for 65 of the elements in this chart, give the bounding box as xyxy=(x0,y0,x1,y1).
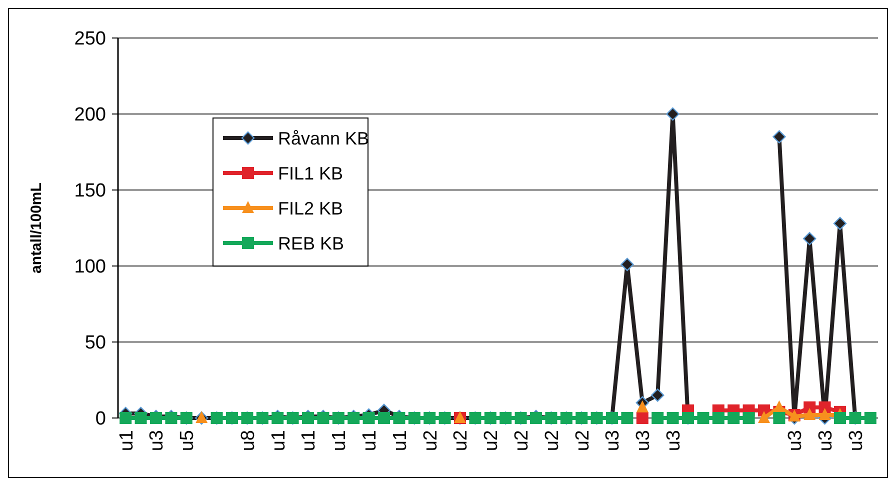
x-tick-label: u2 xyxy=(542,430,563,452)
point xyxy=(134,412,147,424)
x-tick-label: u2 xyxy=(420,430,442,452)
x-tick-label: u2 xyxy=(572,430,594,452)
point xyxy=(804,408,816,420)
legend-label: REB KB xyxy=(278,233,344,254)
y-tick-label: 0 xyxy=(95,408,106,430)
x-tick-label: u2 xyxy=(481,430,502,452)
x-tick-label: u1 xyxy=(329,430,350,452)
point xyxy=(362,412,375,424)
point xyxy=(150,412,162,424)
point xyxy=(833,216,847,230)
point xyxy=(636,412,648,424)
point xyxy=(636,400,648,412)
x-tick-label: u3 xyxy=(663,430,684,452)
point xyxy=(712,412,724,424)
x-tick-label: u1 xyxy=(298,430,320,452)
x-tick-label: u3 xyxy=(146,430,168,452)
point xyxy=(742,412,755,424)
y-tick-label: 200 xyxy=(74,104,106,126)
point xyxy=(317,412,330,424)
point xyxy=(728,412,740,424)
x-tick-label: u8 xyxy=(238,430,259,452)
point xyxy=(834,412,846,424)
point xyxy=(666,412,679,424)
point xyxy=(772,130,786,144)
x-tick-label: u3 xyxy=(602,430,624,452)
y-tick-label: 50 xyxy=(84,332,106,354)
point xyxy=(666,107,680,121)
x-tick-label: u3 xyxy=(633,430,654,452)
point xyxy=(651,388,664,402)
point xyxy=(378,412,390,424)
point xyxy=(165,412,178,424)
point xyxy=(272,412,284,424)
legend-label: Råvann KB xyxy=(278,128,370,148)
y-tick-label: 250 xyxy=(74,28,106,50)
point xyxy=(620,258,634,272)
x-tick-label: u1 xyxy=(359,430,380,452)
y-tick-label: 150 xyxy=(74,180,106,202)
point xyxy=(393,412,406,424)
point xyxy=(530,412,542,424)
x-tick-label: u3 xyxy=(846,430,867,452)
x-tick-label: u3 xyxy=(815,430,836,452)
point xyxy=(621,412,634,424)
x-tick-label: u1 xyxy=(268,430,290,452)
point xyxy=(348,412,360,424)
y-axis-title: antall/100mL xyxy=(28,182,45,274)
x-tick-label: u1 xyxy=(390,430,411,452)
point xyxy=(773,412,786,424)
point xyxy=(120,412,132,424)
point xyxy=(758,411,770,423)
point xyxy=(697,412,710,424)
x-tick-label: u1 xyxy=(116,430,138,452)
x-tick-label: u2 xyxy=(511,430,532,452)
x-tick-label: u5 xyxy=(177,430,198,452)
point xyxy=(818,408,831,420)
y-tick-label: 100 xyxy=(74,256,106,278)
legend-label: FIL1 KB xyxy=(278,163,344,184)
legend-label: FIL2 KB xyxy=(278,198,344,218)
x-tick-label: u2 xyxy=(450,430,472,452)
x-tick-label: u3 xyxy=(785,430,806,452)
point xyxy=(302,412,314,424)
point xyxy=(864,412,876,424)
point xyxy=(803,232,816,246)
point xyxy=(652,412,664,424)
